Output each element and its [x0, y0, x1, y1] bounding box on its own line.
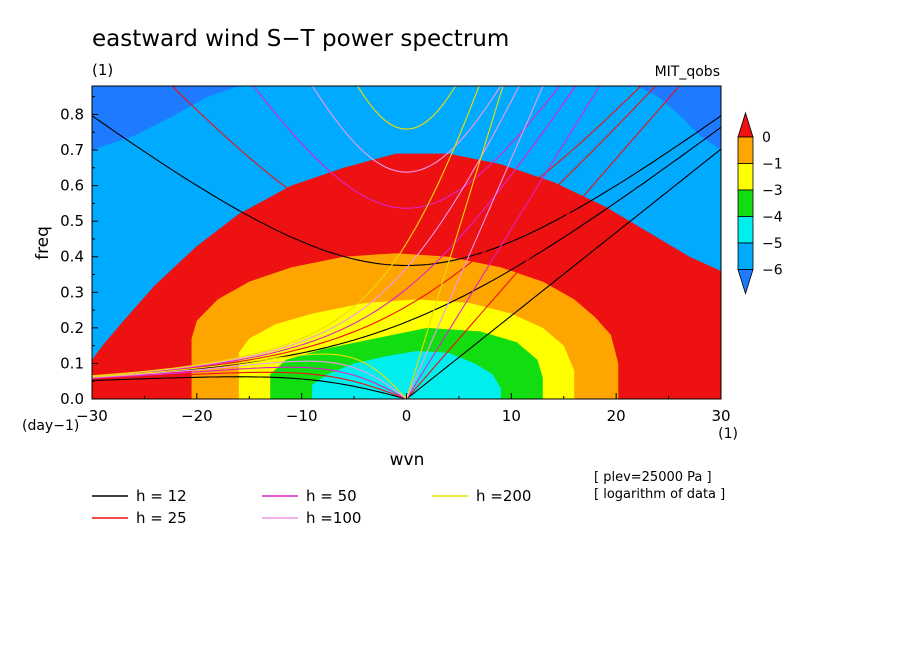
legend-label-h100: h =100 — [306, 509, 361, 527]
dispersion-curves — [92, 86, 721, 399]
plot-area — [91, 85, 722, 400]
rossby-curve-h50 — [92, 366, 407, 399]
x-tick-label: 20 — [607, 407, 626, 425]
rossby-curve-h25 — [92, 371, 407, 399]
legend-label-h50: h = 50 — [306, 487, 357, 505]
annotation-log: [ logarithm of data ] — [594, 487, 725, 502]
colorbar-box — [737, 163, 754, 191]
chart-title: eastward wind S−T power spectrum — [92, 26, 509, 52]
colorbar-top-arrow — [737, 111, 754, 138]
ig1-curve-h100 — [311, 86, 502, 173]
legend-label-h25: h = 25 — [136, 509, 187, 527]
x-tick-label: −30 — [76, 407, 108, 425]
colorbar: 0 −1 −3 −4 −5 −6 — [737, 111, 783, 295]
y-tick-label: 0.8 — [60, 105, 84, 123]
mrg-curve-h100 — [92, 86, 520, 377]
kelvin-curve-h50 — [406, 86, 601, 399]
x-tick-label: −10 — [286, 407, 318, 425]
ig1-curve-h200 — [356, 86, 457, 130]
x-tick-label: 30 — [711, 407, 730, 425]
colorbar-label: −3 — [762, 183, 783, 199]
rossby-curve-h100 — [92, 360, 407, 399]
y-axis-label: freq — [33, 226, 53, 260]
y-tick-label: 0.3 — [60, 283, 84, 301]
spectrum-region-low-right — [637, 86, 721, 150]
legend-label-h12: h = 12 — [136, 487, 187, 505]
colorbar-label: −4 — [762, 210, 783, 226]
y-tick-label: 0.4 — [60, 248, 84, 266]
spectrum-region-low-left — [92, 86, 239, 150]
colorbar-label: −1 — [762, 157, 783, 173]
legend: h = 12 h = 25 h = 50 h =100 h =200 — [92, 487, 531, 527]
rossby-curve-h200 — [92, 353, 407, 399]
colorbar-box — [737, 242, 754, 270]
y-tick-label: 0.1 — [60, 354, 84, 372]
ig1-curve-h25 — [171, 86, 642, 240]
x-tick-label: −20 — [181, 407, 213, 425]
x-tick-label: 10 — [502, 407, 521, 425]
ig1-curve-h50 — [252, 86, 561, 209]
colorbar-box — [737, 136, 754, 164]
kelvin-curve-h100 — [405, 86, 544, 399]
mrg-curve-h200 — [92, 86, 480, 377]
mrg-curve-h50 — [92, 86, 577, 377]
mrg-curve-h25 — [92, 86, 657, 378]
x-axis-label: wvn — [390, 450, 425, 470]
y-tick-label: 0.7 — [60, 141, 84, 159]
kelvin-curve-h12 — [406, 148, 721, 399]
x-tick-label: 0 — [402, 407, 412, 425]
y-tick-label: 0.5 — [60, 212, 84, 230]
colorbar-box — [737, 189, 754, 217]
colorbar-label: −6 — [762, 263, 783, 279]
y-tick-label: 0.6 — [60, 177, 84, 195]
legend-label-h200: h =200 — [476, 487, 531, 505]
ig1-curve-h12 — [92, 115, 721, 267]
y-tick-label: 0.2 — [60, 319, 84, 337]
annotation-plev: [ plev=25000 Pa ] — [594, 470, 712, 485]
x-axis-unit: (1) — [718, 426, 738, 442]
colorbar-label: −5 — [762, 236, 783, 252]
y-axis: 0.0 0.1 0.2 0.3 0.4 0.5 0.6 0.7 0.8 — [60, 96, 98, 408]
y-tick-label: 0.0 — [60, 390, 84, 408]
colorbar-box — [737, 216, 754, 244]
kelvin-curve-h25 — [406, 86, 681, 399]
colorbar-label: 0 — [762, 130, 771, 146]
y-axis-unit: (day−1) — [22, 418, 79, 434]
mrg-curve-h12 — [92, 126, 721, 378]
x-axis: −30 −20 −10 0 10 20 30 — [76, 393, 731, 425]
spectrum-field — [92, 86, 721, 399]
rossby-curve-h12 — [92, 376, 407, 399]
chart-subtitle-right: MIT_qobs — [655, 64, 720, 80]
colorbar-bottom-arrow — [737, 269, 754, 295]
chart-subtitle-left: (1) — [92, 61, 113, 79]
kelvin-curve-h200 — [405, 86, 504, 399]
